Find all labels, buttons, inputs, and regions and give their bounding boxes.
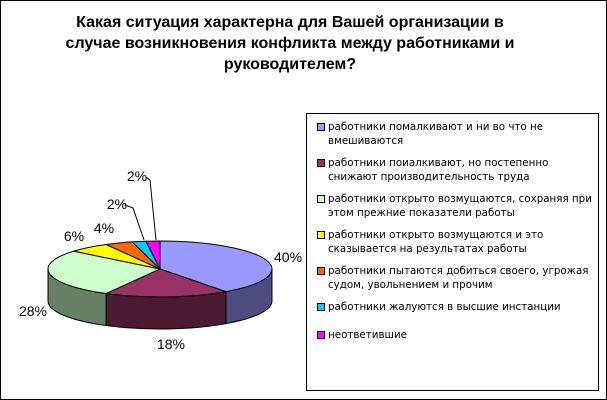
legend-label-1: работники поиалкивают, но постепенно сни…: [328, 157, 549, 183]
legend-swatch-0: [317, 123, 325, 131]
data-label-5: 2%: [107, 196, 127, 212]
leader-line-6: [145, 176, 157, 241]
legend-label-2: работники открыто возмущаются, сохраняя …: [328, 193, 592, 219]
pie-slice-6: [145, 240, 161, 270]
legend: работники помалкивают и ни во что не вме…: [306, 113, 599, 391]
pie-slice-1: [104, 268, 228, 298]
legend-item-5: работники жалуются в высшие инстанции: [317, 300, 594, 314]
legend-swatch-1: [317, 159, 325, 167]
data-label-3: 6%: [64, 228, 84, 244]
data-label-1: 18%: [157, 336, 185, 352]
legend-item-1: работники поиалкивают, но постепенно сни…: [317, 156, 594, 184]
legend-item-6: неответившие: [317, 328, 594, 342]
legend-item-2: работники открыто возмущаются, сохраняя …: [317, 192, 594, 220]
legend-swatch-6: [317, 331, 325, 339]
pie-slice-2: [47, 250, 162, 295]
legend-swatch-2: [317, 195, 325, 203]
data-label-0: 40%: [274, 249, 302, 265]
chart-title: Какая ситуация характерна для Вашей орга…: [65, 14, 515, 73]
data-label-4: 4%: [94, 220, 114, 236]
legend-item-3: работники открыто возмущаются и это сказ…: [317, 228, 594, 256]
legend-swatch-3: [317, 231, 325, 239]
legend-item-0: работники помалкивают и ни во что не вме…: [317, 120, 594, 148]
legend-label-3: работники открыто возмущаются и это сказ…: [328, 229, 544, 255]
leader-line-5: [124, 204, 145, 241]
pie-slice-0: [159, 240, 273, 293]
legend-label-6: неответившие: [328, 329, 407, 341]
legend-label-0: работники помалкивают и ни во что не вме…: [328, 121, 544, 147]
legend-item-4: работники пытаются добиться своего, угро…: [317, 264, 594, 292]
data-label-6: 2%: [127, 168, 147, 184]
data-label-2: 28%: [19, 303, 47, 319]
legend-swatch-4: [317, 267, 325, 275]
legend-label-5: работники жалуются в высшие инстанции: [328, 301, 561, 313]
legend-swatch-5: [317, 303, 325, 311]
legend-label-4: работники пытаются добиться своего, угро…: [328, 265, 589, 291]
